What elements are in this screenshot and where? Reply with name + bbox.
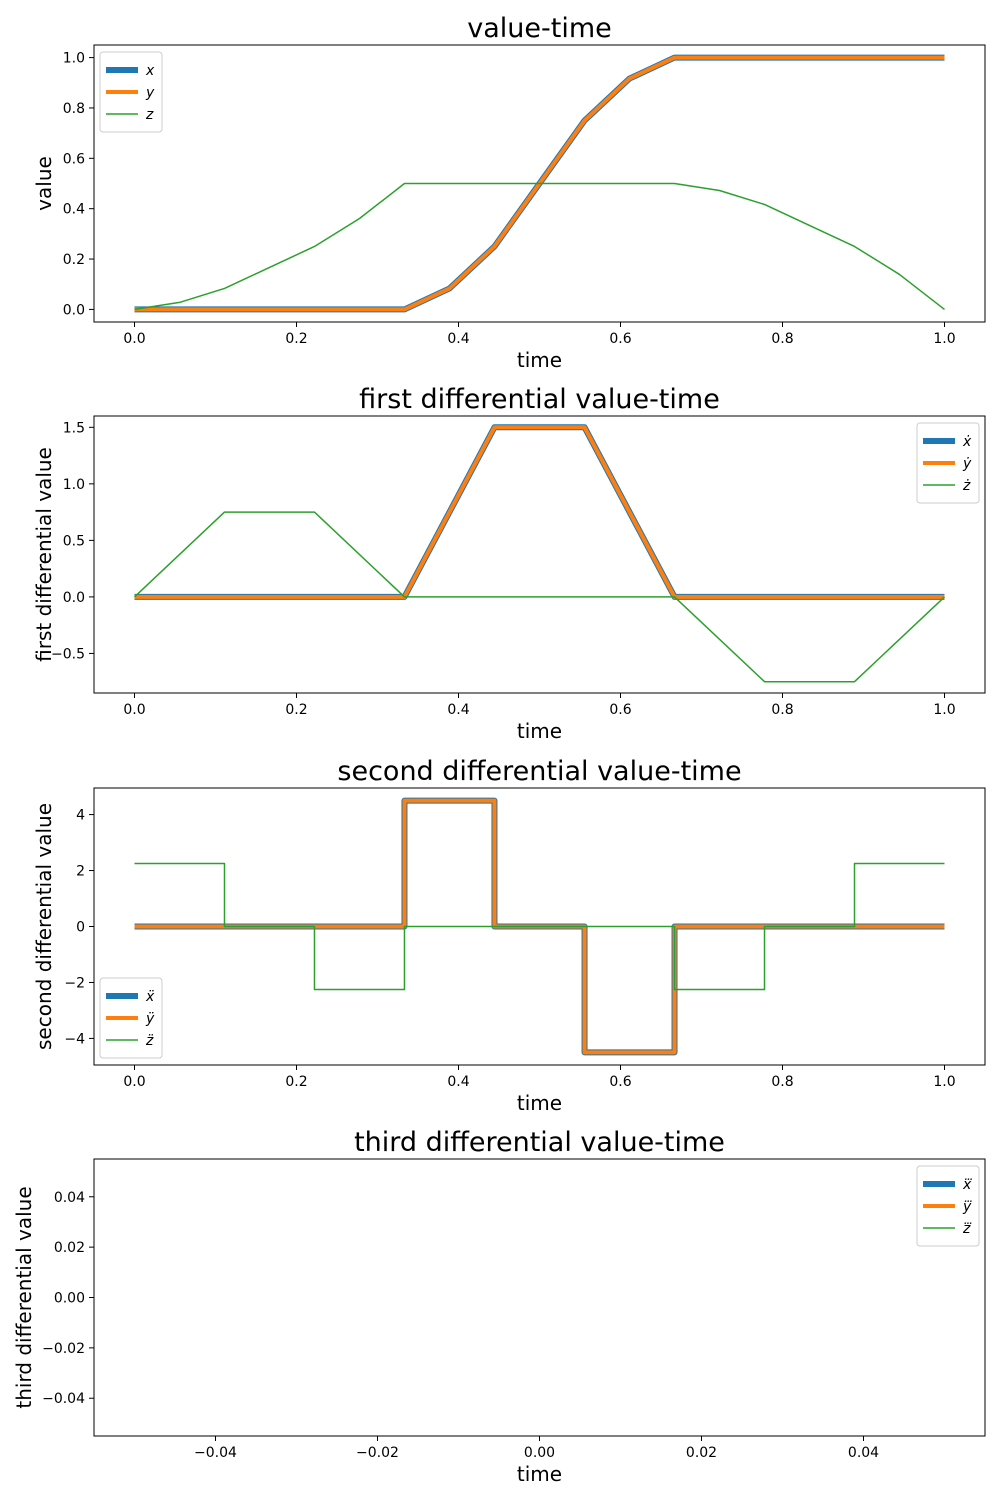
x-tick-label: 0.02: [686, 1445, 717, 1461]
y-tick-label: 0.00: [54, 1291, 85, 1307]
y-tick-label: 0.02: [54, 1240, 85, 1256]
plot-frame: [93, 415, 986, 694]
x-tick-label: 0.6: [609, 331, 631, 347]
legend: ẋẏż: [916, 422, 980, 504]
y-tick-label: 1.0: [63, 477, 85, 493]
x-tick-label: 0.04: [848, 1445, 879, 1461]
x-tick-label: −0.02: [356, 1445, 399, 1461]
y-tick-label: 0.04: [54, 1190, 85, 1206]
x-tick-label: 0.0: [123, 331, 145, 347]
legend-label-x: x: [145, 63, 155, 79]
y-tick-label: 0.4: [63, 202, 85, 218]
x-tick-label: 0.0: [123, 702, 145, 718]
y-tick-label: 2: [76, 864, 85, 880]
legend-label-y: y: [145, 85, 155, 101]
y-tick-label: −2: [64, 975, 85, 991]
legend-label-z: z⃛: [962, 1221, 972, 1237]
y-axis-label: third differential value: [12, 1186, 36, 1408]
series-group: [133, 424, 946, 683]
plot-frame: [93, 1158, 986, 1437]
chart-title: second differential value-time: [337, 756, 741, 787]
legend: x⃛ y⃛ z⃛: [916, 1165, 980, 1247]
series-line-z: [134, 182, 945, 311]
series-group: [134, 797, 945, 1056]
y-tick-label: −0.5: [51, 646, 85, 662]
chart-panel-2: first differential value-time 0.0 0.2 0.4 0.…: [32, 384, 986, 743]
y-axis-label: second differential value: [32, 803, 56, 1050]
y-tick-label: −0.04: [42, 1391, 85, 1407]
y-tick-label: 1.0: [63, 51, 85, 67]
x-tick-label: 0.00: [524, 1445, 555, 1461]
series-line-y: [134, 425, 945, 599]
y-tick-label: 0.5: [63, 533, 85, 549]
series-group: [134, 54, 945, 313]
chart-title: value-time: [467, 13, 612, 44]
x-tick-label: 0.2: [285, 702, 307, 718]
y-tick-label: 0.6: [63, 151, 85, 167]
x-tick-label: 0.6: [609, 1074, 631, 1090]
x-axis-label: time: [517, 719, 562, 743]
y-tick-label: −4: [64, 1031, 85, 1047]
y-tick-label: 0.0: [63, 302, 85, 318]
x-tick-label: 0.8: [771, 1074, 793, 1090]
x-axis-label: time: [517, 1462, 562, 1486]
x-axis-label: time: [517, 348, 562, 372]
series-line-z: [133, 511, 946, 683]
chart-title: third differential value-time: [354, 1127, 725, 1158]
x-tick-label: 1.0: [933, 702, 955, 718]
x-axis-label: time: [517, 1091, 562, 1115]
plot-frame: [93, 44, 986, 323]
y-axis-label: first differential value: [32, 447, 56, 662]
x-tick-label: 0.4: [447, 702, 469, 718]
legend-label-z: ż: [962, 478, 971, 494]
x-tick-label: 0.2: [285, 1074, 307, 1090]
legend-label-y: ÿ: [145, 1011, 155, 1027]
y-tick-label: 1.5: [63, 420, 85, 436]
legend: xyz: [99, 51, 163, 133]
x-tick-label: 0.4: [447, 331, 469, 347]
chart-panel-4: third differential value-time −0.04 −0.02 0…: [12, 1127, 986, 1486]
legend-label-x: ẍ: [145, 989, 155, 1005]
y-axis-label: value: [32, 156, 56, 211]
y-tick-label: 0.2: [63, 252, 85, 268]
legend-label-x: ẋ: [962, 434, 972, 450]
x-tick-label: 0.6: [609, 702, 631, 718]
y-tick-label: −0.02: [42, 1341, 85, 1357]
series-line-z: [134, 862, 945, 991]
x-tick-label: 0.4: [447, 1074, 469, 1090]
y-tick-label: 0: [76, 920, 85, 936]
legend-label-z: z: [145, 107, 154, 123]
y-tick-label: 0.8: [63, 101, 85, 117]
legend-label-y: y⃛: [962, 1199, 972, 1215]
x-tick-label: −0.04: [194, 1445, 237, 1461]
x-tick-label: 1.0: [933, 331, 955, 347]
legend: ẍÿ z̈: [99, 977, 163, 1059]
x-tick-label: 1.0: [933, 1074, 955, 1090]
x-tick-label: 0.2: [285, 331, 307, 347]
chart-title: first differential value-time: [359, 384, 720, 415]
y-tick-label: 0.0: [63, 590, 85, 606]
x-tick-label: 0.8: [771, 702, 793, 718]
chart-panel-1: value-time 0.0 0.2 0.4 0.6 0.8 1.0 0.0 0.2 0.4 0.6…: [32, 13, 986, 372]
legend-label-z: z̈: [145, 1033, 154, 1049]
legend-label-y: ẏ: [962, 456, 972, 472]
y-tick-label: 4: [76, 808, 85, 824]
legend-label-x: x⃛: [962, 1177, 972, 1193]
x-tick-label: 0.0: [123, 1074, 145, 1090]
chart-panel-3: second differential value-time 0.0 0.2 0.4 0…: [32, 756, 986, 1115]
x-tick-label: 0.8: [771, 331, 793, 347]
